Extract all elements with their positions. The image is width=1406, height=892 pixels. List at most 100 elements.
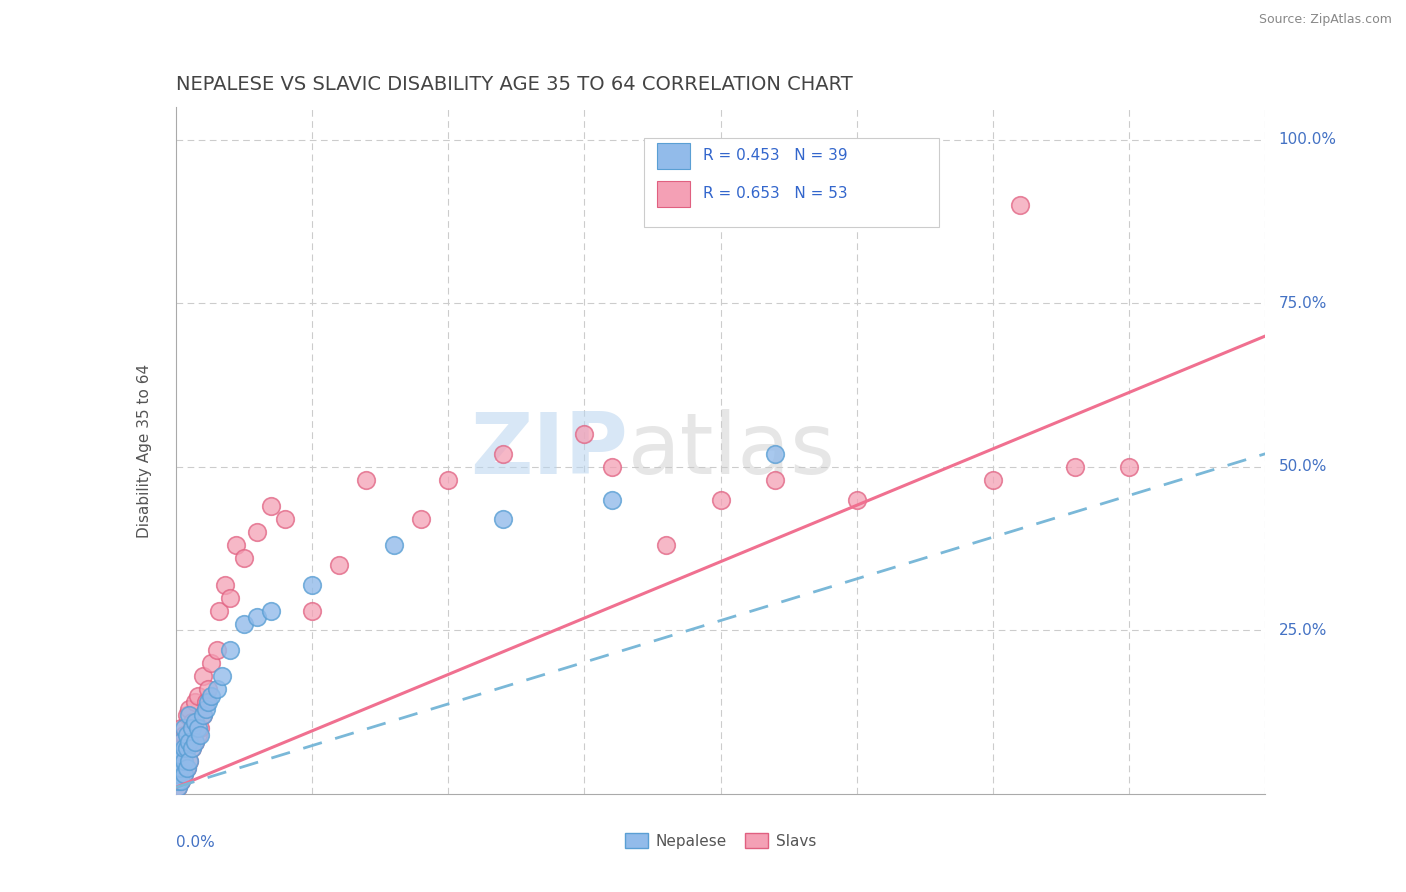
Point	[176, 734, 198, 748]
Point	[184, 714, 207, 729]
Point	[179, 754, 201, 768]
Point	[205, 643, 228, 657]
Point	[167, 780, 190, 795]
Point	[191, 708, 214, 723]
Text: 50.0%: 50.0%	[1278, 459, 1327, 475]
Point	[763, 447, 786, 461]
Point	[170, 747, 193, 762]
Point	[763, 473, 786, 487]
Point	[184, 695, 207, 709]
Point	[184, 734, 207, 748]
Point	[981, 473, 1004, 487]
Point	[191, 708, 214, 723]
Point	[492, 512, 515, 526]
Point	[167, 754, 190, 768]
Bar	[658, 180, 690, 207]
Text: 75.0%: 75.0%	[1278, 296, 1327, 310]
Point	[181, 722, 204, 736]
Point	[211, 669, 233, 683]
Point	[181, 714, 204, 729]
Point	[260, 499, 283, 513]
Text: R = 0.653   N = 53: R = 0.653 N = 53	[703, 186, 848, 201]
Point	[170, 773, 193, 788]
Y-axis label: Disability Age 35 to 64: Disability Age 35 to 64	[138, 363, 152, 538]
Text: R = 0.453   N = 39: R = 0.453 N = 39	[703, 148, 848, 163]
Point	[173, 741, 195, 756]
Point	[246, 610, 269, 624]
Point	[197, 682, 219, 697]
Point	[173, 767, 195, 781]
Point	[600, 492, 623, 507]
Bar	[658, 143, 690, 169]
Point	[167, 767, 190, 781]
Point	[186, 722, 209, 736]
Point	[176, 708, 198, 723]
Point	[191, 669, 214, 683]
Point	[200, 656, 222, 670]
Text: 25.0%: 25.0%	[1278, 623, 1327, 638]
Point	[179, 754, 201, 768]
Point	[219, 643, 242, 657]
Point	[176, 761, 198, 775]
Point	[301, 604, 323, 618]
Point	[188, 722, 211, 736]
Point	[173, 754, 195, 768]
Point	[173, 747, 195, 762]
Text: NEPALESE VS SLAVIC DISABILITY AGE 35 TO 64 CORRELATION CHART: NEPALESE VS SLAVIC DISABILITY AGE 35 TO …	[176, 75, 852, 95]
Point	[710, 492, 733, 507]
Point	[170, 773, 193, 788]
Point	[225, 538, 247, 552]
Point	[328, 558, 350, 572]
Point	[181, 741, 204, 756]
Point	[167, 780, 190, 795]
Point	[232, 616, 254, 631]
Point	[170, 761, 193, 775]
Text: atlas: atlas	[628, 409, 837, 492]
Point	[194, 695, 217, 709]
Point	[301, 577, 323, 591]
Point	[356, 473, 378, 487]
Legend: Nepalese, Slavs: Nepalese, Slavs	[619, 827, 823, 855]
Point	[179, 702, 201, 716]
Text: 100.0%: 100.0%	[1278, 132, 1337, 147]
Point	[1118, 459, 1140, 474]
Point	[173, 728, 195, 742]
Text: Source: ZipAtlas.com: Source: ZipAtlas.com	[1258, 13, 1392, 27]
Point	[492, 447, 515, 461]
Point	[655, 538, 678, 552]
Point	[274, 512, 297, 526]
Point	[179, 708, 201, 723]
Point	[219, 591, 242, 605]
Point	[170, 734, 193, 748]
FancyBboxPatch shape	[644, 138, 939, 227]
Point	[1063, 459, 1085, 474]
Point	[188, 728, 211, 742]
Point	[208, 604, 231, 618]
Point	[214, 577, 236, 591]
Point	[179, 734, 201, 748]
Point	[184, 734, 207, 748]
Point	[246, 525, 269, 540]
Point	[200, 689, 222, 703]
Point	[176, 761, 198, 775]
Point	[186, 689, 209, 703]
Point	[382, 538, 405, 552]
Point	[176, 741, 198, 756]
Point	[205, 682, 228, 697]
Point	[176, 728, 198, 742]
Point	[1010, 198, 1032, 212]
Point	[167, 773, 190, 788]
Point	[173, 767, 195, 781]
Text: 0.0%: 0.0%	[176, 835, 215, 850]
Point	[437, 473, 460, 487]
Point	[194, 702, 217, 716]
Point	[167, 767, 190, 781]
Point	[260, 604, 283, 618]
Point	[179, 734, 201, 748]
Point	[167, 747, 190, 762]
Point	[409, 512, 432, 526]
Point	[170, 722, 193, 736]
Point	[232, 551, 254, 566]
Point	[845, 492, 868, 507]
Point	[600, 459, 623, 474]
